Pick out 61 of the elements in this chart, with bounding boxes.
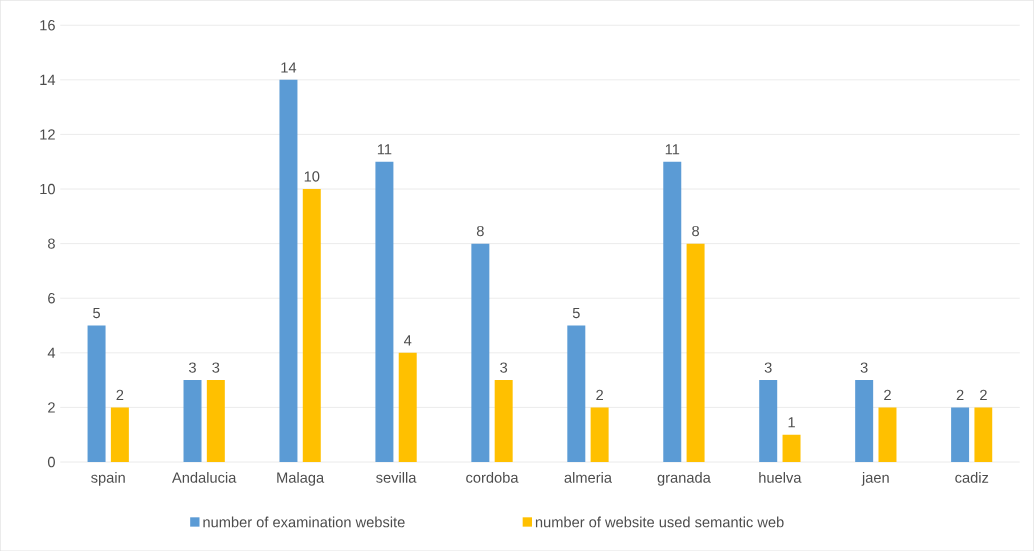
x-tick-label: Andalucia: [172, 471, 237, 483]
bar: [375, 161, 394, 462]
bar: [782, 434, 801, 462]
bar: [110, 407, 129, 462]
y-tick-label: 8: [48, 238, 55, 249]
bar: [663, 161, 682, 462]
data-label: 2: [884, 389, 891, 400]
data-label: 10: [304, 171, 320, 182]
y-tick-label: 10: [40, 183, 55, 195]
x-tick-label: sevilla: [376, 471, 417, 483]
data-label: 8: [476, 225, 484, 237]
x-tick-label: almeria: [564, 471, 612, 483]
x-tick-label: spain: [91, 471, 125, 486]
bar: [974, 407, 993, 462]
bar: [567, 325, 586, 462]
data-label: 4: [403, 335, 412, 346]
bar: [951, 407, 970, 462]
data-label: 3: [189, 362, 196, 373]
x-tick-label: jaen: [861, 471, 889, 486]
y-tick-label: 16: [40, 19, 55, 31]
data-label: 11: [377, 144, 392, 155]
data-label: 14: [281, 62, 297, 73]
data-label: 5: [93, 307, 101, 319]
bar: [878, 407, 897, 462]
bar: [686, 243, 705, 462]
x-tick-label: huelva: [759, 471, 802, 483]
data-label: 3: [764, 362, 772, 373]
x-tick-label: granada: [657, 471, 711, 486]
y-tick-label: 14: [40, 74, 56, 85]
data-label: 8: [692, 225, 700, 237]
bar: [494, 380, 513, 462]
bar: [855, 380, 874, 462]
bar: [302, 188, 321, 462]
data-label: 5: [572, 307, 580, 319]
bar: [759, 380, 778, 462]
data-label: 3: [860, 362, 868, 373]
data-label: 3: [500, 362, 508, 373]
data-label: 2: [596, 389, 603, 400]
legend-label: number of website used semantic web: [535, 516, 784, 528]
data-label: 3: [212, 362, 220, 373]
data-label: 2: [116, 389, 124, 400]
y-tick-label: 2: [48, 402, 55, 413]
bar: [279, 79, 298, 462]
bar: [471, 243, 490, 462]
bar: [183, 380, 202, 462]
data-label: 11: [665, 144, 680, 155]
x-tick-label: cadiz: [955, 471, 989, 483]
data-label: 2: [956, 389, 964, 400]
bar: [590, 407, 609, 462]
x-tick-label: Malaga: [277, 471, 325, 486]
data-label: 2: [980, 389, 987, 400]
y-tick-label: 4: [47, 347, 56, 358]
bar: [398, 352, 417, 462]
y-tick-label: 0: [47, 456, 55, 468]
data-label: 1: [788, 417, 795, 428]
y-tick-label: 6: [48, 292, 55, 304]
legend-label: number of examination website: [203, 516, 405, 528]
bar: [87, 325, 106, 462]
y-tick-label: 12: [40, 129, 55, 140]
bar: [206, 380, 225, 462]
x-tick-label: cordoba: [466, 471, 519, 483]
